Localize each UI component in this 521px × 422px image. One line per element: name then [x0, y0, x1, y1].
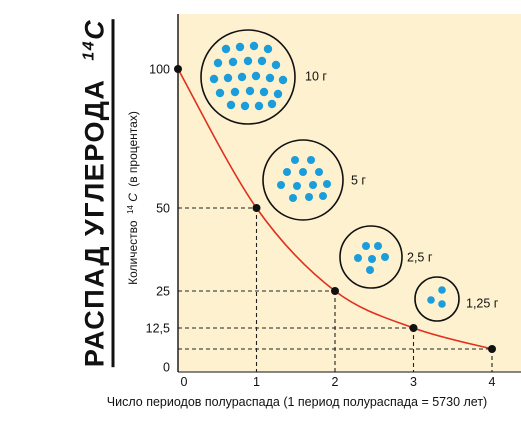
atom-dot: [362, 242, 370, 250]
atom-dot: [438, 300, 446, 308]
y-tick-label: 0: [163, 361, 170, 375]
sample-label: 10 г: [305, 70, 327, 84]
atom-dot: [271, 60, 281, 70]
sample-label: 2,5 г: [407, 251, 433, 265]
decay-curve: [177, 68, 493, 350]
atom-dot: [228, 57, 238, 67]
atom-dot: [309, 181, 317, 189]
atom-dot: [254, 101, 264, 111]
atom-dot: [259, 87, 269, 97]
atom-dot: [277, 181, 285, 189]
atom-dot: [221, 44, 231, 54]
atom-dot: [245, 86, 255, 96]
atom-dot: [354, 254, 362, 262]
y-tick-label: 12,5: [146, 322, 170, 336]
data-point: [488, 345, 496, 353]
x-tick-label: 4: [489, 375, 496, 389]
sample-group: 1,25 г: [414, 276, 499, 322]
sample-circle: [262, 139, 344, 221]
x-tick-label: 3: [410, 375, 417, 389]
atom-dot: [438, 286, 446, 294]
atom-dot: [265, 73, 275, 83]
atom-dot: [368, 255, 376, 263]
x-tick-label: 2: [332, 375, 339, 389]
y-tick-labels: 0 12,5 25 50 100: [146, 63, 170, 375]
atom-dot: [263, 44, 273, 54]
atom-dot: [249, 41, 259, 51]
x-tick-label: 1: [253, 375, 260, 389]
atom-dot: [226, 100, 236, 110]
atom-dot: [230, 87, 240, 97]
y-axis-label-isotope-mass: 14: [126, 205, 135, 214]
y-axis-label-prefix: Количество: [126, 220, 140, 285]
samples: 10 г 5 г 2,5 г 1,25 г: [200, 29, 499, 322]
atom-dot: [240, 101, 250, 111]
atom-dot: [381, 253, 389, 261]
atom-dot: [237, 72, 247, 82]
x-tick-label: 0: [181, 375, 188, 389]
y-axis-label-isotope-symbol: C: [126, 193, 140, 202]
atom-dot: [278, 75, 288, 85]
atom-dot: [251, 71, 261, 81]
atom-dot: [305, 193, 313, 201]
atom-dot: [291, 156, 299, 164]
sample-group: 5 г: [262, 139, 366, 221]
atom-dot: [235, 42, 245, 52]
data-point: [409, 324, 418, 332]
y-tick-label: 50: [156, 202, 170, 216]
x-tick-labels: 0 1 2 3 4: [181, 375, 496, 389]
atom-dot: [273, 89, 283, 99]
sample-label: 1,25 г: [466, 297, 499, 311]
data-points: [174, 65, 496, 353]
data-point: [252, 204, 261, 212]
atom-dot: [366, 266, 374, 274]
sample-group: 10 г: [200, 29, 327, 125]
atom-dot: [209, 74, 219, 84]
x-axis-label: Число периодов полураспада (1 период пол…: [107, 395, 487, 409]
data-point: [174, 65, 182, 73]
atom-dot: [307, 156, 315, 164]
y-axis-label: Количество 14 C (в процентах): [122, 111, 140, 285]
atom-dot: [319, 192, 327, 200]
atom-dot: [257, 56, 267, 66]
atom-dot: [315, 168, 323, 176]
y-tick-label: 25: [156, 285, 170, 299]
atom-dot: [427, 296, 435, 304]
atom-dot: [213, 58, 223, 68]
y-tick-label: 100: [149, 63, 170, 77]
sample-group: 2,5 г: [339, 225, 433, 289]
guide-lines: [178, 207, 493, 372]
atom-dot: [299, 168, 307, 176]
axes: [177, 14, 521, 373]
atom-dot: [293, 182, 301, 190]
y-axis-label-suffix: (в процентах): [126, 111, 140, 187]
atom-dot: [323, 180, 331, 188]
atom-dot: [223, 73, 233, 83]
sample-circle: [414, 276, 460, 322]
atom-dot: [243, 56, 253, 66]
atom-dot: [283, 168, 291, 176]
sample-label: 5 г: [351, 174, 366, 188]
data-point: [331, 287, 339, 295]
atom-dot: [289, 194, 297, 202]
atom-dot: [374, 242, 382, 250]
atom-dot: [267, 99, 277, 109]
atom-dot: [215, 88, 225, 98]
